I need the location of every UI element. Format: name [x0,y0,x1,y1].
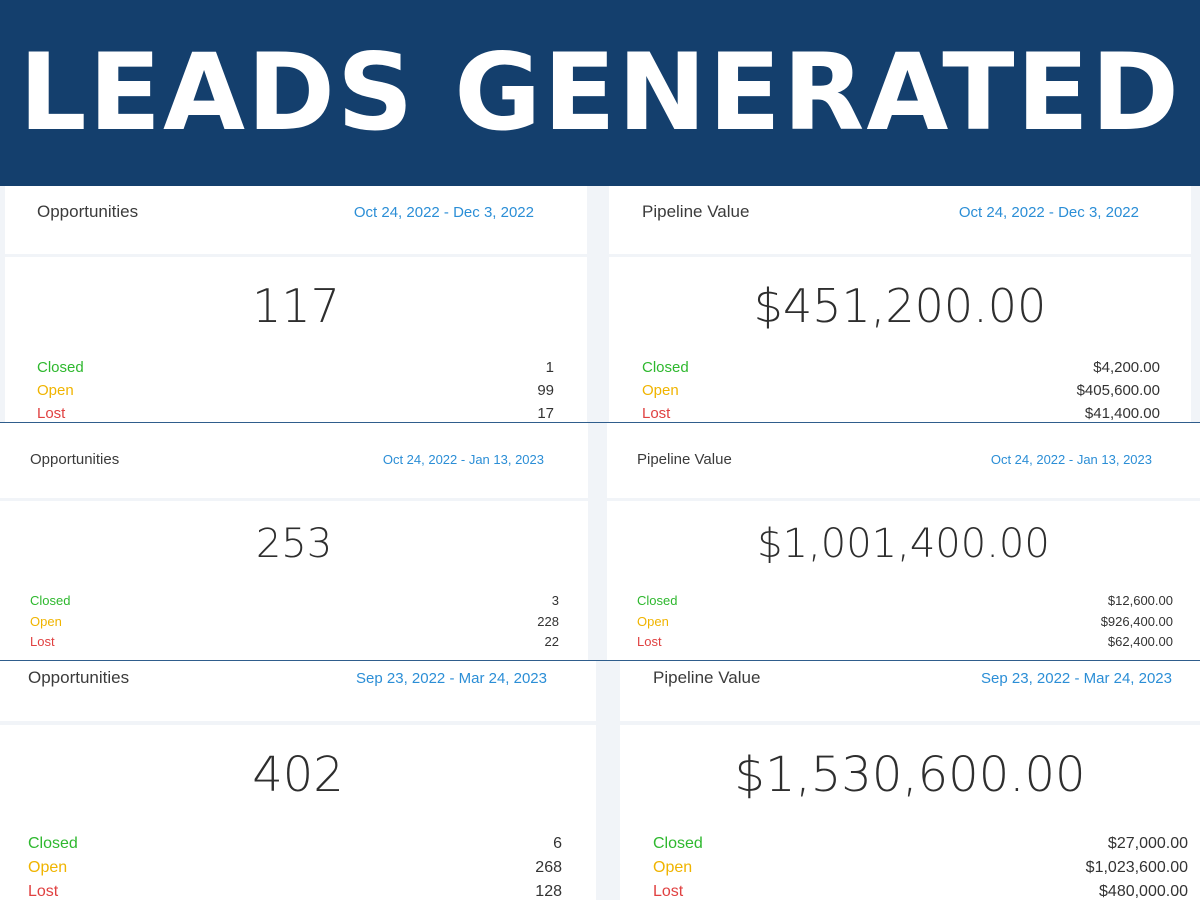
opportunities-title: Opportunities [28,668,130,687]
opportunities-title: Opportunities [37,202,139,221]
open-row: Open $1,023,600.00 [653,859,1188,883]
pipeline-header-card: Pipeline Value Sep 23, 2022 - Mar 24, 20… [620,661,1200,721]
pipeline-total: $1,530,600.00 [734,747,1086,803]
open-value: $405,600.00 [1076,382,1160,399]
closed-value: 6 [553,835,562,852]
open-label: Open [37,382,74,399]
closed-value: $27,000.00 [1107,835,1188,852]
lost-label: Lost [642,405,671,422]
lost-label: Lost [637,634,662,649]
open-value: 99 [537,382,554,399]
opportunities-header-card: Opportunities Oct 24, 2022 - Dec 3, 2022 [5,186,587,254]
pipeline-header-card: Pipeline Value Oct 24, 2022 - Jan 13, 20… [607,423,1200,498]
opportunities-header-card: Opportunities Sep 23, 2022 - Mar 24, 202… [0,661,596,721]
opportunities-total: 117 [252,279,340,333]
open-value: 228 [537,614,559,629]
closed-label: Closed [28,835,78,852]
pipeline-date-range[interactable]: Oct 24, 2022 - Jan 13, 2023 [990,452,1152,467]
lost-row: Lost $480,000.00 [653,883,1188,900]
opportunities-total: 253 [255,521,333,567]
open-value: 268 [535,859,562,876]
closed-value: 3 [551,593,559,608]
opportunities-body-card: 117 Closed 1 Open 99 Lost 17 [5,257,587,422]
banner: LEADS GENERATED [0,0,1200,186]
closed-label: Closed [653,835,703,852]
closed-label: Closed [642,359,689,376]
opportunities-date-range[interactable]: Oct 24, 2022 - Jan 13, 2023 [382,452,544,467]
open-row: Open 99 [37,382,554,405]
open-row: Open $926,400.00 [637,614,1173,634]
pipeline-title: Pipeline Value [637,451,732,468]
lost-value: 22 [544,634,559,649]
lost-row: Lost $41,400.00 [642,405,1160,422]
closed-row: Closed $12,600.00 [637,593,1173,614]
closed-value: 1 [545,359,554,376]
section-3: Opportunities Sep 23, 2022 - Mar 24, 202… [0,661,1200,900]
lost-value: 17 [537,405,554,422]
closed-row: Closed 3 [30,593,559,614]
pipeline-date-range[interactable]: Sep 23, 2022 - Mar 24, 2023 [981,669,1172,687]
closed-label: Closed [637,593,678,608]
pipeline-title: Pipeline Value [653,668,761,687]
section-1: Opportunities Oct 24, 2022 - Dec 3, 2022… [0,186,1200,423]
opportunities-date-range[interactable]: Sep 23, 2022 - Mar 24, 2023 [356,669,547,687]
open-row: Open 268 [28,859,562,883]
lost-row: Lost $62,400.00 [637,634,1173,654]
opportunities-header-card: Opportunities Oct 24, 2022 - Jan 13, 202… [0,423,588,498]
closed-value: $4,200.00 [1093,359,1160,376]
closed-value: $12,600.00 [1107,593,1173,608]
open-label: Open [642,382,679,399]
lost-value: $41,400.00 [1084,405,1160,422]
lost-label: Lost [653,883,684,900]
lost-row: Lost 17 [37,405,554,422]
open-label: Open [30,614,62,629]
lost-row: Lost 128 [28,883,562,900]
lost-value: $480,000.00 [1099,883,1188,900]
opportunities-body-card: 402 Closed 6 Open 268 Lost 128 [0,725,596,900]
lost-label: Lost [28,883,59,900]
lost-value: $62,400.00 [1107,634,1173,649]
pipeline-title: Pipeline Value [642,202,750,221]
open-value: $926,400.00 [1100,614,1173,629]
closed-row: Closed 1 [37,359,554,382]
open-label: Open [28,859,68,876]
closed-row: Closed 6 [28,835,562,859]
closed-row: Closed $27,000.00 [653,835,1188,859]
open-row: Open 228 [30,614,559,634]
open-value: $1,023,600.00 [1085,859,1188,876]
opportunities-total: 402 [252,747,344,803]
closed-label: Closed [30,593,71,608]
lost-label: Lost [30,634,55,649]
pipeline-total: $1,001,400.00 [757,521,1050,567]
opportunities-title: Opportunities [30,451,120,468]
pipeline-total: $451,200.00 [753,279,1047,333]
pipeline-body-card: $1,001,400.00 Closed $12,600.00 Open $92… [607,501,1200,660]
lost-row: Lost 22 [30,634,559,654]
pipeline-header-card: Pipeline Value Oct 24, 2022 - Dec 3, 202… [609,186,1191,254]
opportunities-body-card: 253 Closed 3 Open 228 Lost 22 [0,501,588,660]
pipeline-body-card: $451,200.00 Closed $4,200.00 Open $405,6… [609,257,1191,422]
open-label: Open [653,859,693,876]
closed-row: Closed $4,200.00 [642,359,1160,382]
section-2: Opportunities Oct 24, 2022 - Jan 13, 202… [0,423,1200,661]
lost-label: Lost [37,405,66,422]
opportunities-date-range[interactable]: Oct 24, 2022 - Dec 3, 2022 [353,203,534,221]
open-row: Open $405,600.00 [642,382,1160,405]
open-label: Open [637,614,669,629]
lost-value: 128 [535,883,562,900]
pipeline-body-card: $1,530,600.00 Closed $27,000.00 Open $1,… [620,725,1200,900]
closed-label: Closed [37,359,84,376]
pipeline-date-range[interactable]: Oct 24, 2022 - Dec 3, 2022 [958,203,1139,221]
banner-title: LEADS GENERATED [19,31,1181,154]
